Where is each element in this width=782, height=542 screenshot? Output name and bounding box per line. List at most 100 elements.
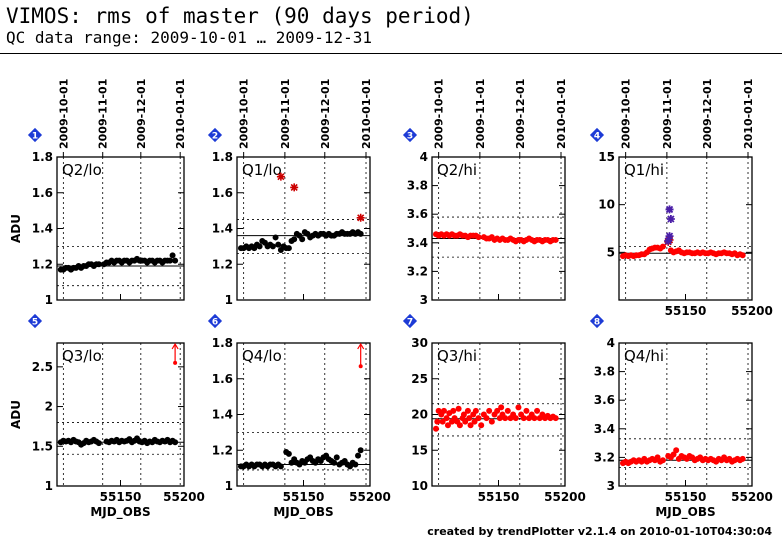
y-axis-label: ADU bbox=[9, 400, 23, 429]
y-tick-label: 1.4 bbox=[212, 408, 233, 422]
data-point bbox=[739, 252, 746, 259]
y-tick-label: 1 bbox=[45, 293, 53, 307]
data-point bbox=[552, 236, 559, 243]
data-point bbox=[277, 463, 284, 470]
data-point bbox=[355, 452, 362, 459]
y-tick-label: 4 bbox=[420, 150, 428, 164]
data-point bbox=[440, 407, 447, 414]
y-tick-label: 1.6 bbox=[212, 372, 233, 386]
y-tick-label: 1 bbox=[225, 479, 233, 493]
panel-badge-number: 4 bbox=[594, 132, 600, 142]
date-tick-label: 2009-11-01 bbox=[474, 79, 487, 149]
flagged-point bbox=[666, 214, 675, 223]
footer-credit: created by trendPlotter v2.1.4 on 2010-0… bbox=[427, 525, 772, 538]
data-point bbox=[488, 418, 495, 425]
x-tick-label: 55150 bbox=[478, 490, 520, 504]
panel-label: Q2/hi bbox=[437, 161, 477, 179]
plot-panel-4: 2009-10-01 2009-11-01 2009-12-01 2010-01-01… bbox=[589, 79, 773, 318]
date-tick-label: 2009-12-01 bbox=[701, 79, 714, 149]
y-tick-label: 1.2 bbox=[32, 257, 53, 271]
panel-badge bbox=[402, 127, 418, 143]
y-tick-label: 3.8 bbox=[407, 179, 428, 193]
data-point bbox=[467, 422, 474, 429]
data-point bbox=[352, 461, 359, 468]
panel-badge-number: 6 bbox=[212, 318, 218, 328]
data-point bbox=[256, 243, 263, 250]
date-tick-label: 2009-12-01 bbox=[135, 79, 148, 149]
data-point bbox=[472, 407, 479, 414]
y-tick-label: 1.2 bbox=[212, 443, 233, 457]
report-subtitle: QC data range: 2009-10-01 … 2009-12-31 bbox=[6, 28, 373, 47]
y-tick-label: 5 bbox=[607, 245, 615, 259]
date-tick-label: 2010-01-01 bbox=[174, 79, 187, 149]
data-point bbox=[475, 234, 482, 241]
date-tick-label: 2009-12-01 bbox=[514, 79, 527, 149]
data-point bbox=[464, 407, 471, 414]
y-tick-label: 2 bbox=[45, 400, 53, 414]
y-tick-label: 3.6 bbox=[407, 207, 428, 221]
data-point bbox=[456, 422, 463, 429]
data-point bbox=[285, 245, 292, 252]
offscale-point bbox=[173, 360, 178, 365]
panel-label: Q3/lo bbox=[62, 347, 102, 365]
panel-badge-number: 7 bbox=[407, 318, 413, 328]
panel-label: Q4/lo bbox=[242, 347, 282, 365]
data-point bbox=[455, 405, 462, 412]
data-point bbox=[432, 425, 439, 432]
data-point bbox=[272, 234, 279, 241]
x-tick-label: 55200 bbox=[163, 490, 205, 504]
y-tick-label: 1.5 bbox=[32, 439, 53, 453]
data-point bbox=[654, 454, 661, 461]
report-header: VIMOS: rms of master (90 days period) QC… bbox=[0, 0, 782, 60]
plot-panel-6: 6 1 1.2 1.4 1.6 1.8 55150 55200 Q4/lo MJD_OBS bbox=[207, 313, 391, 520]
data-point bbox=[450, 407, 457, 414]
outlier-point bbox=[276, 172, 285, 181]
date-tick-label: 2010-01-01 bbox=[742, 79, 755, 149]
flagged-point bbox=[664, 236, 673, 245]
plot-panel-3: 2009-10-01 2009-11-01 2009-12-01 2010-01-01… bbox=[402, 79, 568, 307]
data-point bbox=[299, 236, 306, 243]
y-tick-label: 1.6 bbox=[32, 186, 53, 200]
date-tick-label: 2009-10-01 bbox=[238, 79, 251, 149]
data-point bbox=[331, 459, 338, 466]
panel-badge bbox=[27, 313, 43, 329]
panel-badge bbox=[207, 127, 223, 143]
offscale-arrow-head bbox=[171, 342, 179, 350]
x-tick-label: 55150 bbox=[100, 490, 142, 504]
y-tick-label: 20 bbox=[411, 408, 428, 422]
data-point bbox=[462, 418, 469, 425]
flagged-point bbox=[665, 205, 674, 214]
data-point bbox=[515, 404, 522, 411]
y-tick-label: 10 bbox=[411, 479, 428, 493]
data-point bbox=[357, 230, 364, 237]
data-point bbox=[169, 252, 176, 259]
y-tick-label: 25 bbox=[411, 372, 428, 386]
y-tick-label: 1.6 bbox=[212, 186, 233, 200]
plot-panel-7: 7 10 15 20 25 30 55150 55200 Q3/hi bbox=[402, 313, 586, 504]
data-point bbox=[434, 418, 441, 425]
date-tick-label: 2009-10-01 bbox=[57, 79, 70, 149]
x-tick-label: 55200 bbox=[731, 490, 773, 504]
flagged-point bbox=[665, 232, 674, 241]
plot-panel-5: 5 1 1.5 2 2.5 55150 55200 Q3/lo ADU MJD_OBS bbox=[9, 313, 205, 520]
y-tick-label: 1.4 bbox=[32, 222, 53, 236]
header-rule bbox=[0, 53, 782, 54]
y-tick-label: 3 bbox=[607, 479, 615, 493]
data-point bbox=[502, 415, 509, 422]
x-tick-label: 55200 bbox=[349, 490, 391, 504]
data-point bbox=[523, 407, 530, 414]
data-point bbox=[486, 407, 493, 414]
data-point bbox=[531, 415, 538, 422]
data-point bbox=[494, 407, 501, 414]
plot-panel-8: 8 3 3.2 3.4 3.6 3.8 4 55150 55200 Q4/hi MJD_OBS bbox=[589, 313, 773, 520]
y-tick-label: 15 bbox=[598, 150, 615, 164]
panel-label: Q1/hi bbox=[624, 161, 664, 179]
y-tick-label: 1.8 bbox=[212, 336, 233, 350]
data-point bbox=[285, 450, 292, 457]
y-tick-label: 3.4 bbox=[407, 236, 428, 250]
data-point bbox=[357, 447, 364, 454]
date-tick-label: 2010-01-01 bbox=[360, 79, 373, 149]
panel-badge bbox=[589, 127, 605, 143]
offscale-arrow-head bbox=[357, 342, 365, 350]
